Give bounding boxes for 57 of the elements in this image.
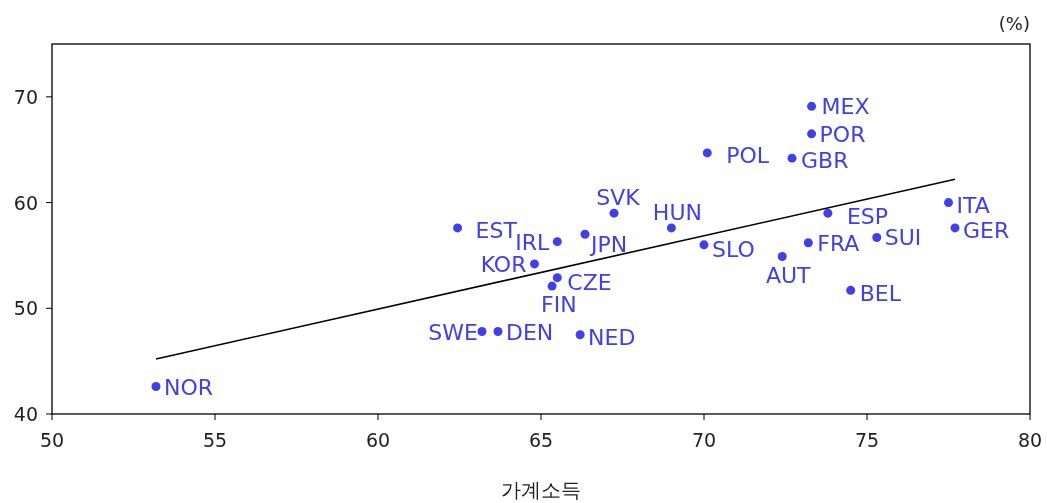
- annotation: DEN: [505, 319, 554, 345]
- point: [580, 229, 590, 239]
- x-tick-label: 70: [691, 429, 717, 451]
- text: (%): [998, 13, 1030, 34]
- point: [803, 238, 813, 248]
- point: [575, 330, 585, 340]
- annotation: NOR: [163, 374, 214, 400]
- annotation: HUN: [652, 199, 702, 225]
- annotation: BEL: [859, 281, 902, 307]
- annotation: FRA: [817, 230, 860, 256]
- y-tick-label: 70: [13, 85, 38, 108]
- annotation: GBR: [801, 148, 849, 174]
- y-tick-label: 50: [13, 297, 38, 320]
- annotation: FIN: [541, 292, 577, 318]
- point: [547, 281, 557, 291]
- point: [950, 223, 960, 233]
- point: [807, 129, 817, 139]
- point: [699, 240, 709, 250]
- x-tick-label: 60: [365, 429, 391, 451]
- annotation: AUT: [765, 263, 812, 289]
- annotation: SVK: [596, 185, 641, 211]
- point: [846, 285, 856, 295]
- annotation: SWE: [428, 319, 478, 345]
- point: [666, 223, 676, 233]
- point: [787, 153, 797, 163]
- annotation: CZE: [567, 269, 612, 295]
- annotation: GER: [963, 217, 1010, 243]
- point: [493, 327, 503, 337]
- x-tick-label: 55: [202, 429, 228, 451]
- x-tick-label: 75: [854, 429, 880, 451]
- annotation: SLO: [712, 236, 755, 262]
- annotation: ITA: [956, 192, 990, 218]
- annotation: NED: [588, 324, 636, 350]
- point: [477, 327, 487, 337]
- point: [151, 382, 161, 392]
- point: [777, 251, 787, 261]
- x-tick-label: 80: [1017, 429, 1043, 451]
- point: [529, 259, 539, 269]
- annotation: MEX: [821, 94, 870, 120]
- point: [944, 198, 953, 208]
- point: [872, 232, 882, 242]
- annotation: JPN: [589, 232, 628, 258]
- annotation: POL: [726, 142, 770, 168]
- point: [453, 223, 463, 233]
- x-tick-label: 65: [528, 429, 554, 451]
- y-tick-label: 40: [13, 403, 38, 425]
- annotation: POR: [819, 121, 866, 147]
- x-axis-title: 가계소득: [501, 478, 581, 502]
- point: [702, 148, 712, 158]
- point: [823, 208, 833, 218]
- point: [552, 237, 562, 247]
- annotation: EST: [475, 217, 518, 243]
- point: [609, 208, 619, 218]
- y-tick-label: 60: [13, 191, 38, 214]
- x-tick-label: 50: [39, 429, 65, 451]
- point: [552, 273, 562, 283]
- point: [807, 101, 817, 111]
